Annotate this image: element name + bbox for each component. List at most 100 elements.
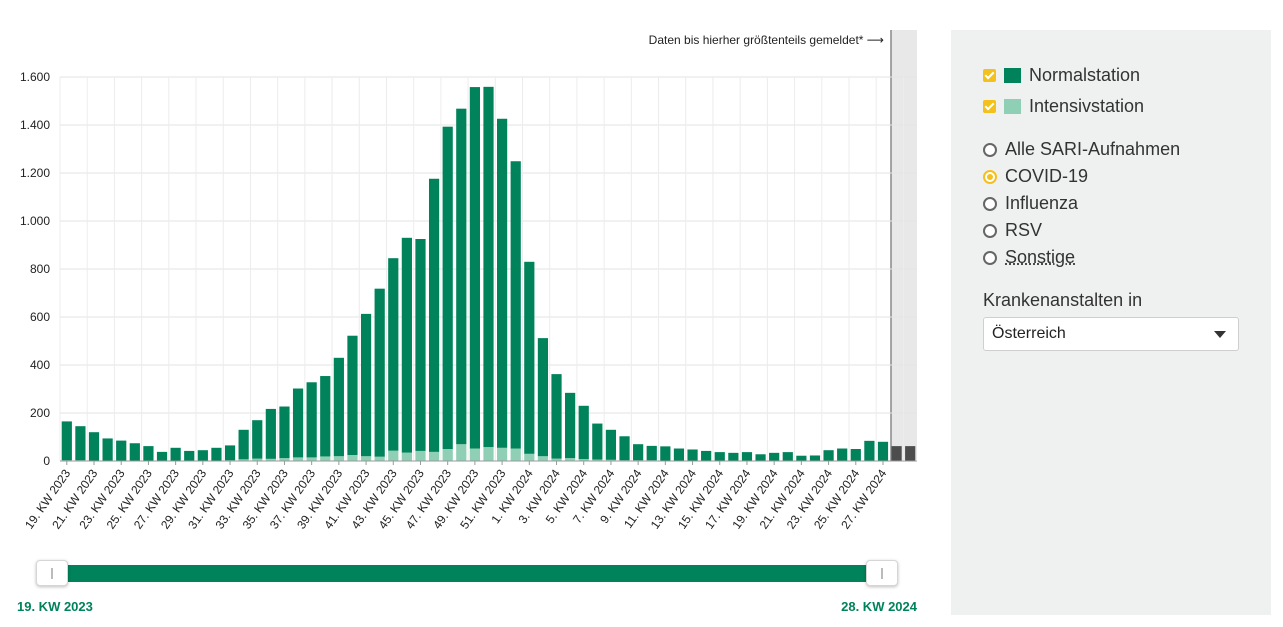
bar-normalstation [143,446,154,461]
bar-normalstation [388,258,399,451]
bar-normalstation [769,452,780,461]
y-tick-label: 600 [30,310,50,324]
chevron-down-icon[interactable] [1214,331,1226,338]
bar-normalstation [292,388,304,458]
filter-option-covid[interactable]: COVID-19 [983,166,1088,187]
bar-normalstation [701,450,712,461]
bar-incomplete [905,446,916,461]
bar-normalstation [864,440,875,461]
bar-normalstation [360,313,372,457]
legend-intensivstation-toggle[interactable]: Intensivstation [983,96,1144,117]
bar-normalstation [510,161,521,449]
bar-normalstation [714,452,725,461]
bar-intensivstation [428,451,440,461]
filter-option-alle[interactable]: Alle SARI-Aufnahmen [983,139,1180,160]
bar-normalstation [605,429,617,460]
bar-normalstation [224,445,236,461]
bar-intensivstation [252,458,263,461]
checkbox-checked-icon[interactable] [983,69,996,82]
bar-intensivstation [565,458,576,461]
bar-incomplete [891,446,902,461]
filter-option-label: RSV [1005,220,1043,240]
bar-normalstation [809,455,821,461]
time-range-slider-track[interactable] [52,565,882,582]
legend-normalstation-label: Normalstation [1029,65,1141,85]
y-tick-label: 200 [30,406,50,420]
region-select-label: Krankenanstalten in [983,290,1143,310]
bar-normalstation [877,441,889,461]
filter-option-sonstige[interactable]: Sonstige [983,247,1075,268]
bar-intensivstation [415,450,426,461]
bar-normalstation [238,429,249,460]
region-select[interactable]: Österreich [983,317,1239,351]
bar-normalstation [592,423,603,460]
bar-intensivstation [605,459,617,461]
bar-normalstation [279,406,290,459]
bar-normalstation [837,448,848,461]
radio-icon[interactable] [983,196,997,211]
bar-intensivstation [347,455,358,461]
y-tick-label: 1.000 [20,214,50,228]
bar-normalstation [116,440,127,461]
bar-intensivstation [360,456,372,461]
incomplete-data-zone [891,30,917,460]
bar-normalstation [415,239,426,451]
normalstation-swatch [1004,68,1021,83]
bar-intensivstation [483,447,494,461]
range-start-handle[interactable] [36,560,68,586]
radio-icon[interactable] [983,142,997,157]
chart-grid [59,76,917,462]
bar-normalstation [728,452,739,461]
bar-normalstation [320,376,331,457]
bar-intensivstation [320,456,331,461]
bar-normalstation [619,436,630,461]
radio-icon[interactable] [983,223,997,238]
filter-option-label: Alle SARI-Aufnahmen [1005,139,1181,159]
bar-normalstation [129,443,140,461]
filter-option-rsv[interactable]: RSV [983,220,1042,241]
radio-selected-icon[interactable] [983,169,997,184]
bar-normalstation [537,338,549,457]
bar-intensivstation [510,448,521,461]
hospitalization-chart: Daten bis hierher größtenteils gemeldet*… [20,30,917,532]
bar-intensivstation [333,456,344,461]
y-tick-label: 400 [30,358,50,372]
bar-intensivstation [442,449,453,461]
bar-normalstation [524,261,535,454]
bar-normalstation [184,450,195,461]
legend-normalstation-toggle[interactable]: Normalstation [983,65,1140,86]
y-tick-label: 800 [30,262,50,276]
bar-intensivstation [497,447,508,461]
filter-panel: Normalstation Intensivstation Alle SARI-… [951,30,1271,615]
bar-intensivstation [306,457,317,461]
checkbox-checked-icon[interactable] [983,100,996,113]
bar-normalstation [483,86,494,448]
bar-normalstation [646,445,657,461]
bar-series [61,86,916,461]
bar-normalstation [170,447,181,461]
bar-normalstation [782,452,793,461]
bar-normalstation [211,447,222,461]
filter-option-influenza[interactable]: Influenza [983,193,1078,214]
range-end-label: 28. KW 2024 [841,599,917,614]
radio-icon[interactable] [983,250,997,265]
intensivstation-swatch [1004,99,1021,114]
bar-normalstation [469,87,480,449]
bar-intensivstation [469,448,480,461]
reporting-cutoff-note: Daten bis hierher größtenteils gemeldet*… [649,33,884,47]
bar-normalstation [156,451,168,461]
bar-normalstation [565,392,576,459]
bar-intensivstation [265,458,276,461]
bar-intensivstation [279,458,290,461]
y-tick-label: 1.600 [20,70,50,84]
bar-intensivstation [374,456,385,461]
bar-intensivstation [524,453,535,461]
y-axis: 0 200 400 600 800 1.000 1.200 1.400 1.600 [20,70,50,468]
range-end-handle[interactable] [866,560,898,586]
bar-intensivstation [537,456,549,461]
bar-normalstation [197,450,208,461]
bar-normalstation [456,108,467,445]
filter-option-label: COVID-19 [1005,166,1089,186]
filter-option-label: Sonstige [1005,247,1076,267]
bar-intensivstation [551,458,562,461]
